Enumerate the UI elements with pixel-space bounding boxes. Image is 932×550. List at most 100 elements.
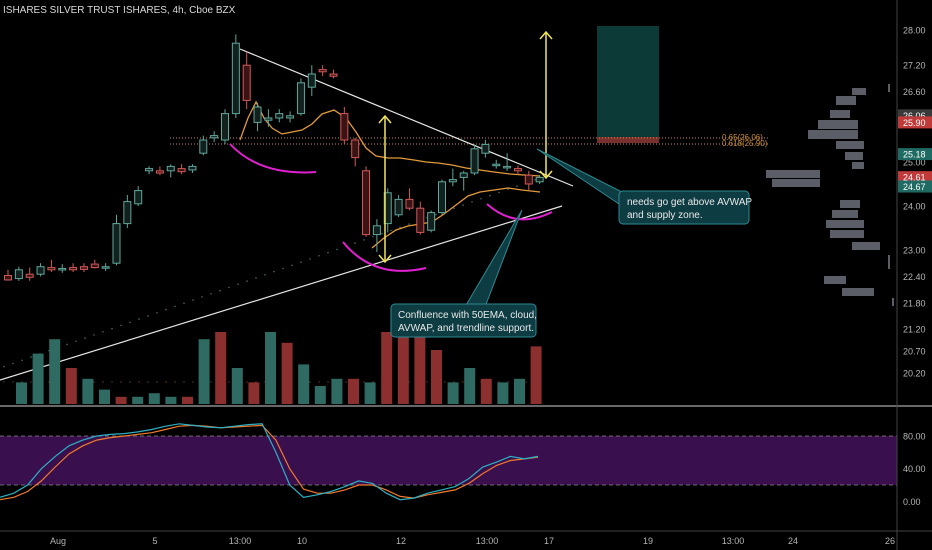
candle-body	[47, 267, 56, 271]
cloud-dot	[84, 337, 86, 339]
candle-body	[329, 73, 338, 77]
volume-bar	[32, 353, 44, 404]
candle-body	[90, 263, 99, 269]
volume-ma-dot	[183, 381, 185, 383]
volume-ma-dot	[255, 381, 257, 383]
vp-bar	[766, 170, 820, 178]
ascending-trendline	[0, 205, 563, 381]
price-label-text: 24.67	[903, 182, 926, 192]
candle-body	[155, 170, 164, 174]
volume-ma-dot	[345, 381, 347, 383]
volume-ma-dot	[498, 381, 500, 383]
volume-bar	[65, 368, 77, 404]
volume-ma-dot	[372, 381, 374, 383]
y-tick-label: 21.20	[903, 325, 926, 335]
cloud-dot	[165, 308, 167, 311]
cloud-dot	[498, 191, 500, 194]
vp-bar	[836, 96, 856, 105]
vp-bar	[836, 141, 864, 149]
vp-bar	[832, 210, 858, 218]
cloud-dot	[273, 270, 275, 273]
cloud-dot	[174, 305, 176, 308]
volume-ma-dot	[453, 381, 455, 383]
cloud-dot	[381, 232, 383, 235]
cloud-dot	[12, 362, 14, 365]
volume-ma-dot	[228, 381, 230, 383]
volume-ma-dot	[138, 381, 140, 383]
fib-label-065: 0.65(26.06)	[722, 133, 763, 142]
cloud-dot	[111, 327, 113, 330]
vp-bar	[818, 120, 858, 129]
candle-body	[112, 223, 121, 264]
volume-bar	[265, 332, 276, 404]
volume-ma-dot	[93, 381, 95, 383]
cloud-dot	[480, 197, 482, 200]
candle-body	[448, 179, 457, 183]
vp-bar	[830, 110, 850, 118]
candle-body	[340, 113, 349, 141]
x-tick-label: 17	[544, 536, 554, 546]
price-label-text: 25.90	[903, 118, 926, 128]
stoch-tick-label: 40.00	[903, 464, 926, 474]
x-tick-label: 5	[152, 536, 157, 546]
candle-body	[394, 198, 403, 216]
volume-ma-dot	[111, 381, 113, 383]
volume-bar	[165, 396, 177, 404]
candle-body	[535, 176, 544, 183]
candle-body	[372, 225, 381, 236]
volume-ma-dot	[21, 381, 23, 383]
vp-tick	[888, 84, 890, 92]
y-tick-label: 20.70	[903, 347, 926, 357]
x-tick-label: 19	[643, 536, 653, 546]
x-tick-label: 13:00	[229, 536, 252, 546]
y-tick-label: 20.20	[903, 369, 926, 379]
candle-body	[14, 269, 23, 280]
candle-body	[351, 139, 360, 159]
candle-body	[4, 275, 12, 281]
candle-body	[221, 113, 229, 141]
stoch-tick-label: 0.00	[903, 497, 921, 507]
cloud-dot	[66, 343, 68, 346]
magenta-curve-2	[342, 241, 427, 272]
y-tick-label: 22.40	[903, 272, 926, 282]
candle-body	[416, 207, 425, 233]
cloud-dot	[264, 273, 266, 276]
stoch-k-line	[0, 423, 539, 501]
cloud-dot	[462, 204, 464, 206]
candle-body	[58, 267, 67, 271]
cloud-dot	[210, 292, 212, 295]
volume-ma-dot	[129, 381, 131, 383]
callout-confluence[interactable]: Confluence with 50EMA, cloud, AVWAP, and…	[390, 209, 537, 338]
candle-body	[79, 266, 88, 270]
volume-ma-dot	[363, 381, 365, 383]
y-tick-label: 28.00	[903, 26, 926, 36]
cloud-dot	[300, 261, 302, 263]
cloud-dot	[255, 277, 257, 279]
cloud-dot	[471, 201, 473, 203]
callout-confluence-line2: AVWAP, and trendline support.	[398, 323, 534, 334]
callout-avwap[interactable]: needs go get above AVWAP and supply zone…	[536, 148, 752, 225]
cloud-dot	[282, 267, 284, 270]
candle-body	[481, 143, 490, 154]
vp-bar	[852, 162, 864, 169]
cloud-dot	[435, 213, 437, 216]
candle-body	[459, 172, 468, 178]
volume-ma-dot	[462, 381, 464, 383]
volume-ma-dot	[12, 381, 14, 383]
cloud-dot	[156, 311, 158, 314]
cloud-dot	[228, 286, 230, 289]
cloud-dot	[309, 258, 311, 260]
volume-bar	[198, 339, 210, 404]
chart-title: ISHARES SILVER TRUST ISHARES, 4h, Cboe B…	[3, 5, 236, 16]
volume-bar	[381, 332, 393, 404]
candle-body	[231, 42, 240, 115]
vp-tick	[888, 255, 890, 269]
x-tick-label: 13:00	[476, 536, 499, 546]
candle-body	[36, 266, 45, 275]
volume-bar	[331, 378, 343, 404]
price-label-text: 26.06	[903, 111, 926, 121]
vp-bar	[824, 276, 846, 284]
price-label-text: 24.61	[903, 173, 926, 183]
y-tick-label: 26.60	[903, 87, 926, 97]
